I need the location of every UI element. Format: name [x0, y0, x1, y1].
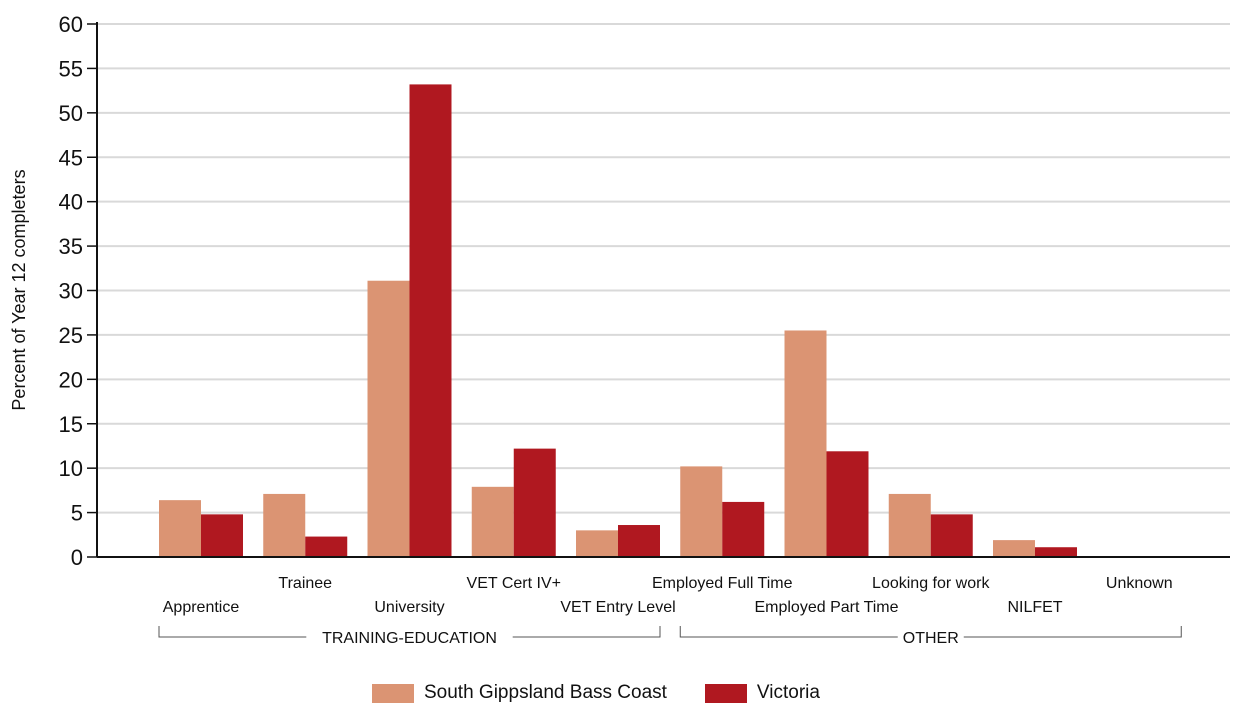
- x-tick-label-nilfet: NILFET: [1007, 599, 1062, 616]
- bar-victoria-vet-cert-iv: [513, 448, 556, 557]
- group-label-other: OTHER: [903, 630, 959, 647]
- bar-victoria-vet-entry-level: [618, 525, 660, 557]
- x-tick-label-employed-part-time: Employed Part Time: [754, 599, 898, 616]
- y-tick-labels: 0 5 10 15 20 25 30 35 40 45 50 55 60: [59, 12, 83, 570]
- x-tick-label-university: University: [374, 599, 444, 616]
- legend-item-victoria: Victoria: [704, 682, 820, 704]
- legend-item-south-gippsland: South Gippsland Bass Coast: [372, 682, 667, 704]
- x-tick-label-employed-full-time: Employed Full Time: [652, 575, 793, 592]
- bar-south-gippsland-bass-coast-employed-part-time: [784, 330, 827, 557]
- group-bracket-left: [679, 626, 898, 638]
- y-tick-label: 5: [71, 501, 83, 526]
- bars: [159, 84, 1077, 557]
- y-tick-label: 45: [59, 145, 83, 170]
- legend-label-victoria: Victoria: [756, 682, 820, 703]
- legend-swatch-victoria: [704, 683, 747, 703]
- bar-victoria-trainee: [305, 536, 348, 557]
- bar-south-gippsland-bass-coast-employed-full-time: [680, 466, 723, 557]
- x-tick-label-trainee: Trainee: [278, 575, 332, 592]
- x-tick-label-vet-cert-iv: VET Cert IV+: [467, 575, 561, 592]
- legend-swatch-south-gippsland: [372, 683, 414, 703]
- bar-victoria-apprentice: [201, 514, 243, 557]
- axes: [87, 22, 1230, 558]
- bar-south-gippsland-bass-coast-looking-for-work: [888, 493, 931, 557]
- x-tick-label-vet-entry-level: VET Entry Level: [560, 599, 675, 616]
- x-tick-label-looking-for-work: Looking for work: [872, 575, 990, 592]
- x-tick-labels: Apprentice Trainee University VET Cert IV+ V…: [163, 575, 1173, 616]
- bar-south-gippsland-bass-coast-apprentice: [159, 500, 201, 557]
- x-tick-label-apprentice: Apprentice: [163, 599, 240, 616]
- bar-south-gippsland-bass-coast-vet-cert-iv: [471, 486, 514, 557]
- gridlines: [97, 23, 1230, 514]
- y-tick-label: 50: [59, 101, 83, 126]
- bar-south-gippsland-bass-coast-trainee: [263, 493, 306, 557]
- legend-label-south-gippsland: South Gippsland Bass Coast: [424, 682, 667, 703]
- y-tick-label: 40: [59, 190, 83, 215]
- bar-victoria-university: [409, 84, 452, 557]
- y-axis-label: Percent of Year 12 completers: [9, 169, 29, 410]
- category-groups: TRAINING-EDUCATION OTHER: [158, 626, 1182, 647]
- bar-south-gippsland-bass-coast-nilfet: [993, 540, 1035, 557]
- bar-chart: 0 5 10 15 20 25 30 35 40 45 50 55 60 Apprentice Train…: [9, 12, 1230, 647]
- bar-south-gippsland-bass-coast-vet-entry-level: [576, 530, 618, 557]
- bar-victoria-nilfet: [1035, 547, 1077, 557]
- group-bracket-right: [512, 626, 661, 638]
- bar-victoria-employed-full-time: [722, 501, 765, 557]
- bar-victoria-looking-for-work: [930, 514, 973, 557]
- y-tick-label: 20: [59, 367, 83, 392]
- y-tick-label: 60: [59, 12, 83, 37]
- group-bracket-right: [963, 626, 1182, 638]
- y-tick-label: 35: [59, 234, 83, 259]
- y-tick-label: 15: [59, 412, 83, 437]
- bar-south-gippsland-bass-coast-university: [367, 280, 410, 557]
- x-tick-label-unknown: Unknown: [1106, 575, 1173, 592]
- y-tick-label: 10: [59, 456, 83, 481]
- legend: South Gippsland Bass Coast Victoria: [372, 680, 858, 706]
- y-tick-label: 25: [59, 323, 83, 348]
- group-bracket-left: [158, 626, 307, 638]
- y-tick-label: 30: [59, 279, 83, 304]
- y-tick-label: 55: [59, 56, 83, 81]
- bar-victoria-employed-part-time: [826, 451, 869, 557]
- group-label-training-education: TRAINING-EDUCATION: [322, 630, 497, 647]
- y-tick-label: 0: [71, 545, 83, 570]
